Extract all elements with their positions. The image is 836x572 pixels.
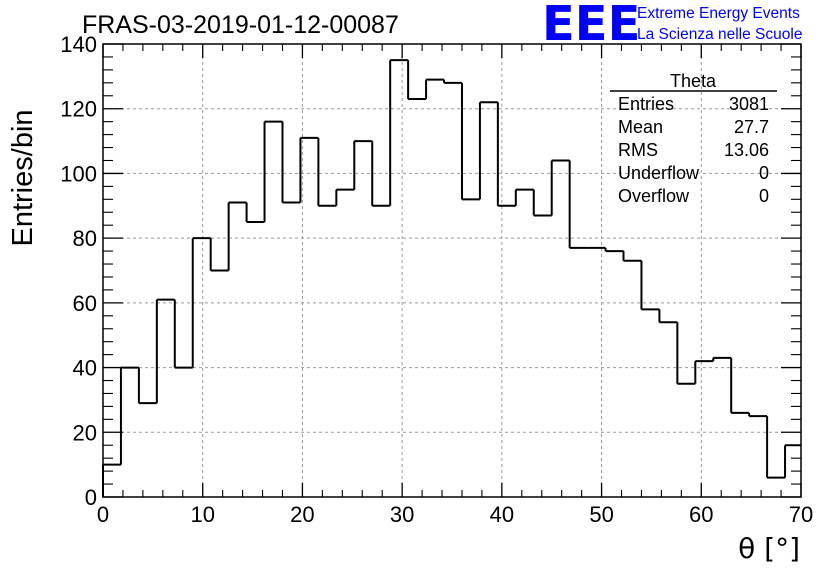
- stats-title: Theta: [670, 71, 717, 91]
- y-tick-label: 80: [73, 226, 97, 251]
- stats-value: 27.7: [734, 117, 769, 137]
- stats-label: Entries: [618, 94, 674, 114]
- y-tick-label: 100: [60, 161, 97, 186]
- x-tick-label: 40: [490, 502, 514, 527]
- y-axis-label: Entries/bin: [7, 109, 39, 246]
- stats-label: Overflow: [618, 186, 690, 206]
- x-tick-label: 70: [789, 502, 813, 527]
- stats-box: Theta Entries 3081 Mean 27.7 RMS 13.06 Underfl…: [610, 71, 777, 206]
- y-tick-label: 0: [85, 485, 97, 510]
- stats-rows: Entries 3081 Mean 27.7 RMS 13.06 Underflow 0 Ove…: [618, 94, 769, 206]
- logo-line-2: La Scienza nelle Scuole: [637, 26, 802, 43]
- x-axis-label: θ [°]: [738, 532, 800, 565]
- x-tick-label: 50: [589, 502, 613, 527]
- histogram-bins: [102, 59, 801, 497]
- chart-title: FRAS-03-2019-01-12-00087: [82, 11, 399, 39]
- stats-value: 0: [759, 186, 769, 206]
- y-tick-label: 20: [73, 420, 97, 445]
- grid-lines: [103, 44, 801, 497]
- plot-frame: [102, 43, 802, 498]
- axis-ticks: [102, 43, 802, 498]
- y-tick-label: 40: [73, 356, 97, 381]
- y-tick-label: 120: [60, 97, 97, 122]
- x-tick-label: 30: [390, 502, 414, 527]
- stats-value: 3081: [729, 94, 769, 114]
- stats-label: Mean: [618, 117, 663, 137]
- x-tick-label: 60: [689, 502, 713, 527]
- stats-value: 0: [759, 163, 769, 183]
- x-tick-label: 10: [190, 502, 214, 527]
- x-tick-label: 0: [97, 502, 109, 527]
- stats-label: RMS: [618, 140, 658, 160]
- eee-logo: EEE Extreme Energy Events La Scienza nel…: [542, 0, 802, 52]
- stats-value: 13.06: [724, 140, 769, 160]
- x-tick-label: 20: [290, 502, 314, 527]
- y-tick-label: 140: [60, 32, 97, 57]
- stats-label: Underflow: [618, 163, 700, 183]
- y-tick-label: 60: [73, 291, 97, 316]
- logo-line-1: Extreme Energy Events: [637, 5, 800, 22]
- eee-logo-mark: EEE: [542, 0, 640, 52]
- tick-labels: 0 10 20 30 40 50 60 70 0 20 40 60 80 100 120 140: [60, 32, 813, 527]
